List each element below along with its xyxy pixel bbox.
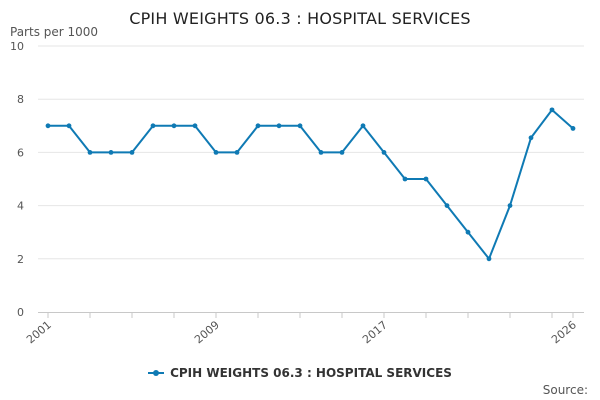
data-point: [570, 126, 576, 131]
data-point: [507, 203, 513, 209]
data-point: [465, 229, 471, 235]
y-tick-label: 0: [17, 306, 24, 319]
data-point: [45, 123, 51, 129]
data-point: [108, 150, 114, 155]
data-point: [66, 123, 72, 129]
y-tick-label: 4: [17, 200, 24, 213]
data-point: [213, 150, 219, 155]
data-point: [360, 123, 366, 129]
data-point: [444, 203, 450, 209]
data-point: [276, 123, 282, 129]
data-point: [381, 150, 387, 155]
data-point: [150, 123, 156, 129]
x-tick-label: 2017: [360, 318, 390, 346]
x-tick-label: 2009: [192, 318, 222, 346]
data-point: [339, 150, 345, 155]
data-point: [402, 176, 408, 182]
axes: 0 2 4 6 8 10 2001 2009 2017 2026: [10, 40, 584, 346]
data-point: [129, 150, 135, 155]
y-tick-label: 8: [17, 93, 24, 106]
source-label: Source:: [542, 383, 588, 397]
data-point: [423, 176, 429, 182]
legend[interactable]: CPIH WEIGHTS 06.3 : HOSPITAL SERVICES: [0, 366, 600, 380]
chart-title: CPIH WEIGHTS 06.3 : HOSPITAL SERVICES: [129, 9, 471, 28]
data-point: [297, 123, 303, 129]
x-tick-label: 2026: [549, 318, 579, 346]
data-point: [549, 107, 555, 113]
data-point: [528, 135, 534, 141]
y-axis-label: Parts per 1000: [10, 25, 99, 39]
legend-label: CPIH WEIGHTS 06.3 : HOSPITAL SERVICES: [170, 366, 452, 380]
data-point: [234, 150, 240, 155]
series-line: [48, 108, 574, 260]
y-tick-label: 2: [17, 253, 24, 266]
data-point: [486, 256, 492, 262]
data-point: [192, 123, 198, 129]
x-tick-label: 2001: [24, 318, 54, 346]
y-tick-label: 10: [10, 40, 24, 53]
data-point: [255, 123, 261, 129]
data-point: [87, 150, 93, 155]
data-point: [318, 150, 324, 155]
series-layer: [45, 107, 576, 262]
legend-swatch: [148, 370, 165, 376]
y-tick-label: 6: [17, 146, 24, 159]
data-point: [171, 123, 177, 129]
